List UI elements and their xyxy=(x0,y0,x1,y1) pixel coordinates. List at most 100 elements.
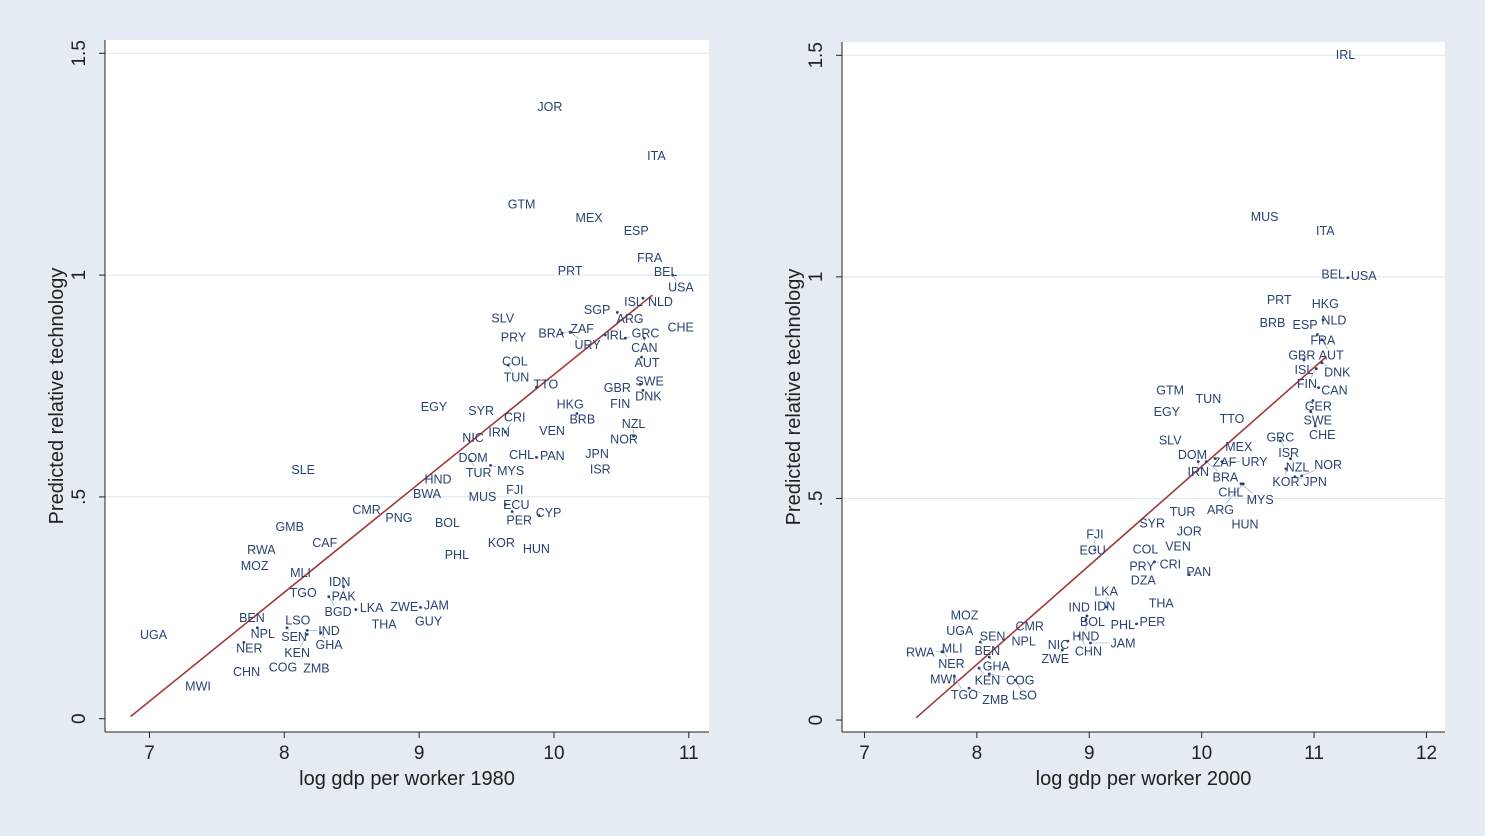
point-marker xyxy=(1241,482,1245,486)
point-marker xyxy=(1187,573,1191,577)
y-tick-label: 0 xyxy=(806,715,827,726)
fit-line xyxy=(130,294,653,718)
point-marker xyxy=(568,330,572,334)
point-label-fji: FJI xyxy=(506,483,523,497)
point-label-bol: BOL xyxy=(1080,615,1105,629)
point-label-hun: HUN xyxy=(523,542,550,556)
leader-line xyxy=(300,634,308,647)
point-label-guy: GUY xyxy=(415,614,443,628)
point-label-mli: MLI xyxy=(942,641,963,655)
point-marker xyxy=(640,355,643,359)
point-label-isr: ISR xyxy=(1278,446,1299,460)
point-label-gha: GHA xyxy=(315,638,343,652)
x-tick-label: 8 xyxy=(972,743,983,764)
point-marker xyxy=(1311,399,1315,402)
point-label-syr: SYR xyxy=(1139,516,1165,530)
point-label-ecu: ECU xyxy=(503,498,529,512)
y-tick-label: 1 xyxy=(806,272,827,283)
point-marker xyxy=(506,363,510,367)
point-marker xyxy=(1204,460,1208,464)
point-marker xyxy=(641,389,645,392)
point-label-usa: USA xyxy=(1351,269,1377,283)
x-tick-label: 11 xyxy=(1304,743,1324,764)
x-tick-label: 7 xyxy=(144,743,155,764)
point-label-pak: PAK xyxy=(332,590,357,604)
point-label-brb: BRB xyxy=(1260,316,1286,330)
leader-line xyxy=(1240,483,1253,494)
point-label-jor: JOR xyxy=(537,100,562,114)
point-label-mwi: MWI xyxy=(930,672,956,686)
point-label-jam: JAM xyxy=(424,599,449,613)
point-label-prt: PRT xyxy=(558,264,583,278)
point-marker xyxy=(327,595,331,599)
point-label-ven: VEN xyxy=(1165,539,1191,553)
point-label-jor: JOR xyxy=(1177,524,1202,538)
point-label-bra: BRA xyxy=(1212,471,1238,485)
point-label-cmr: CMR xyxy=(1015,620,1043,634)
point-label-tur: TUR xyxy=(466,466,492,480)
point-label-idn: IDN xyxy=(329,575,351,589)
point-label-fji: FJI xyxy=(1086,527,1103,541)
point-label-gbr: GBR xyxy=(604,381,631,395)
point-marker xyxy=(1196,460,1200,464)
point-marker xyxy=(641,296,645,300)
point-label-aut: AUT xyxy=(1319,348,1344,362)
point-label-che: CHE xyxy=(667,321,693,335)
point-marker xyxy=(1135,622,1138,626)
point-label-arg: ARG xyxy=(1207,503,1234,517)
point-marker xyxy=(1309,410,1313,413)
point-label-pry: PRY xyxy=(501,331,527,345)
point-label-swe: SWE xyxy=(1304,414,1332,428)
point-label-chl: CHL xyxy=(1218,486,1243,500)
point-marker xyxy=(952,674,956,678)
x-tick-label: 9 xyxy=(1084,743,1095,764)
leader-lines xyxy=(935,276,1350,694)
point-label-isl: ISL xyxy=(1295,363,1314,377)
point-marker xyxy=(1346,276,1350,280)
point-label-bgd: BGD xyxy=(325,605,352,619)
point-label-nic: NIC xyxy=(462,431,484,445)
point-label-uga: UGA xyxy=(140,628,168,642)
point-marker xyxy=(1313,424,1317,428)
point-marker xyxy=(1104,605,1108,609)
point-marker xyxy=(504,430,507,434)
y-axis-label: Predicted relative technology xyxy=(783,269,805,526)
point-marker xyxy=(1088,641,1092,645)
point-marker xyxy=(535,385,538,389)
point-label-mys: MYS xyxy=(1247,493,1274,507)
point-label-ken: KEN xyxy=(284,646,310,660)
point-marker xyxy=(1084,618,1088,622)
point-label-dom: DOM xyxy=(1178,448,1207,462)
point-label-mus: MUS xyxy=(469,490,497,504)
point-label-hkg: HKG xyxy=(557,398,584,412)
point-marker xyxy=(1077,634,1081,638)
panel-1: 0 .5 1 1.5 7 8 9 10 11 log gdp per worker 1980 Pre… xyxy=(46,40,709,790)
point-label-prt: PRT xyxy=(1267,293,1292,307)
point-label-cog: COG xyxy=(269,660,297,674)
point-label-mli: MLI xyxy=(290,566,311,580)
point-label-brb: BRB xyxy=(569,413,595,427)
leader-line xyxy=(328,596,335,606)
point-label-jpn: JPN xyxy=(585,447,609,461)
point-marker xyxy=(1289,457,1292,460)
point-marker xyxy=(1320,361,1324,365)
point-label-esp: ESP xyxy=(624,224,649,238)
leader-line xyxy=(968,687,982,694)
point-marker xyxy=(537,514,541,517)
y-axis-label: Predicted relative technology xyxy=(46,268,68,525)
leader-line xyxy=(1301,470,1315,477)
plot-area xyxy=(842,42,1445,732)
point-label-usa: USA xyxy=(668,280,694,294)
point-label-pry: PRY xyxy=(1129,559,1155,573)
point-label-ind: IND xyxy=(1068,601,1090,615)
leader-line xyxy=(989,673,1006,678)
point-label-slv: SLV xyxy=(1159,433,1182,447)
point-label-uga: UGA xyxy=(946,624,974,638)
point-label-ita: ITA xyxy=(647,149,666,163)
leader-line xyxy=(569,332,580,339)
point-label-dnk: DNK xyxy=(1324,365,1351,379)
point-label-sen: SEN xyxy=(980,629,1006,643)
point-label-bel: BEL xyxy=(654,265,678,279)
point-label-mys: MYS xyxy=(497,464,524,478)
point-label-nld: NLD xyxy=(1321,313,1346,327)
